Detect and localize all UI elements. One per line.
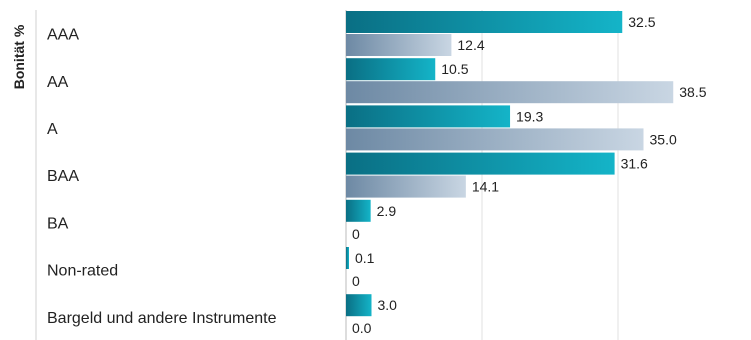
category-label: BA [47, 215, 69, 232]
category-label: AA [47, 74, 69, 91]
value-label: 14.1 [472, 179, 499, 195]
bar-series-1 [346, 199, 371, 222]
value-labels: 32.5 12.4 10.5 38.5 19.3 35.031.6 14.1 2.9 0 0.1 0… [352, 14, 707, 336]
category-label: A [47, 121, 58, 138]
value-label: 32.5 [628, 14, 655, 30]
value-label: 38.5 [679, 84, 706, 100]
bar-series-1 [346, 294, 372, 317]
value-label: 35.0 [650, 131, 677, 147]
bar-series-2 [346, 128, 644, 151]
bar-series-2 [346, 34, 452, 56]
category-label: AAA [47, 27, 79, 44]
bar-series-1 [346, 11, 623, 33]
bar-series-2 [346, 175, 466, 198]
category-label: Non-rated [47, 263, 118, 280]
bars [346, 11, 674, 317]
value-label: 0 [352, 226, 360, 242]
bar-series-1 [346, 247, 349, 269]
category-label: BAA [47, 168, 79, 185]
value-label: 0 [352, 273, 360, 289]
value-label: 2.9 [377, 203, 397, 219]
value-label: 0.0 [352, 320, 372, 336]
value-label: 0.1 [355, 250, 375, 266]
value-label: 19.3 [516, 108, 543, 124]
value-label: 3.0 [378, 297, 398, 313]
bar-series-2 [346, 81, 674, 104]
bar-series-1 [346, 152, 615, 175]
category-label: Bargeld und andere Instrumente [47, 310, 277, 327]
value-label: 10.5 [441, 61, 468, 77]
bar-series-1 [346, 105, 511, 128]
value-label: 12.4 [457, 37, 484, 53]
bar-series-1 [346, 58, 436, 81]
y-axis-title: Bonität % [11, 24, 27, 89]
gridlines [481, 10, 619, 340]
value-label: 31.6 [621, 156, 648, 172]
